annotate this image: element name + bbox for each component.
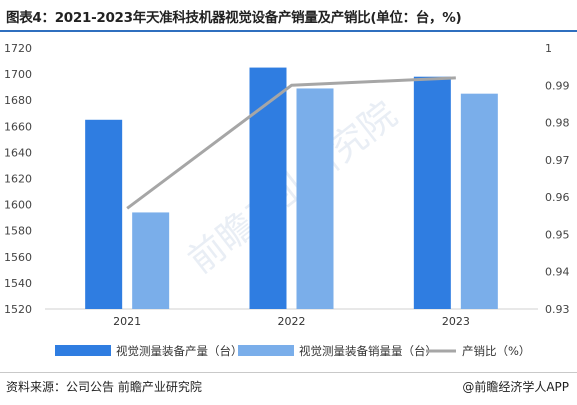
legend-swatch-sales	[238, 345, 294, 356]
x-tick-label: 2023	[442, 315, 470, 328]
bar-production-2022	[249, 67, 287, 309]
bar-production-2023	[413, 76, 451, 310]
y-left-tick-label: 1620	[4, 173, 32, 186]
y-left-tick-label: 1520	[4, 303, 32, 316]
source-note: 资料来源：公司公告 前瞻产业研究院	[6, 380, 202, 394]
x-tick-label: 2021	[113, 315, 141, 328]
y-left-tick-label: 1540	[4, 277, 32, 290]
y-right-tick-label: 0.95	[545, 228, 570, 241]
watermark-text: 前瞻产业研究院	[181, 94, 405, 281]
bar-production-2021	[85, 119, 123, 310]
legend-swatch-production	[55, 345, 111, 356]
y-left-tick-label: 1660	[4, 120, 32, 133]
chart-title: 图表4：2021-2023年天准科技机器视觉设备产销量及产销比(单位：台，%)	[6, 10, 462, 26]
bar-sales-2022	[296, 88, 334, 309]
y-right-tick-label: 1	[545, 42, 552, 55]
y-right-tick-label: 0.96	[545, 191, 570, 204]
y-right-tick-label: 0.93	[545, 303, 570, 316]
y-right-tick-label: 0.97	[545, 154, 570, 167]
credit-note: @前瞻经济学人APP	[462, 380, 569, 394]
legend-label-sales: 视觉测量装备销量量（台）	[299, 344, 437, 358]
x-tick-label: 2022	[278, 315, 306, 328]
bar-sales-2021	[132, 212, 170, 309]
title-divider	[0, 30, 577, 32]
y-right-tick-label: 0.99	[545, 79, 570, 92]
y-left-tick-label: 1720	[4, 42, 32, 55]
y-left-tick-label: 1640	[4, 146, 32, 159]
y-left-tick-label: 1680	[4, 94, 32, 107]
y-left-tick-label: 1700	[4, 68, 32, 81]
y-left-tick-label: 1560	[4, 251, 32, 264]
y-right-tick-label: 0.98	[545, 117, 570, 130]
chart-canvas: 前瞻产业研究院 1520 1540 1560 1580 1600 1620 1640 1660 1…	[4, 42, 570, 358]
bar-sales-2023	[460, 93, 498, 309]
legend-label-production: 视觉测量装备产量（台）	[116, 344, 243, 358]
legend-label-ratio: 产销比（%）	[462, 344, 530, 358]
y-left-tick-label: 1600	[4, 199, 32, 212]
y-right-tick-label: 0.94	[545, 266, 570, 279]
footer-divider	[0, 372, 577, 373]
y-left-tick-label: 1580	[4, 225, 32, 238]
